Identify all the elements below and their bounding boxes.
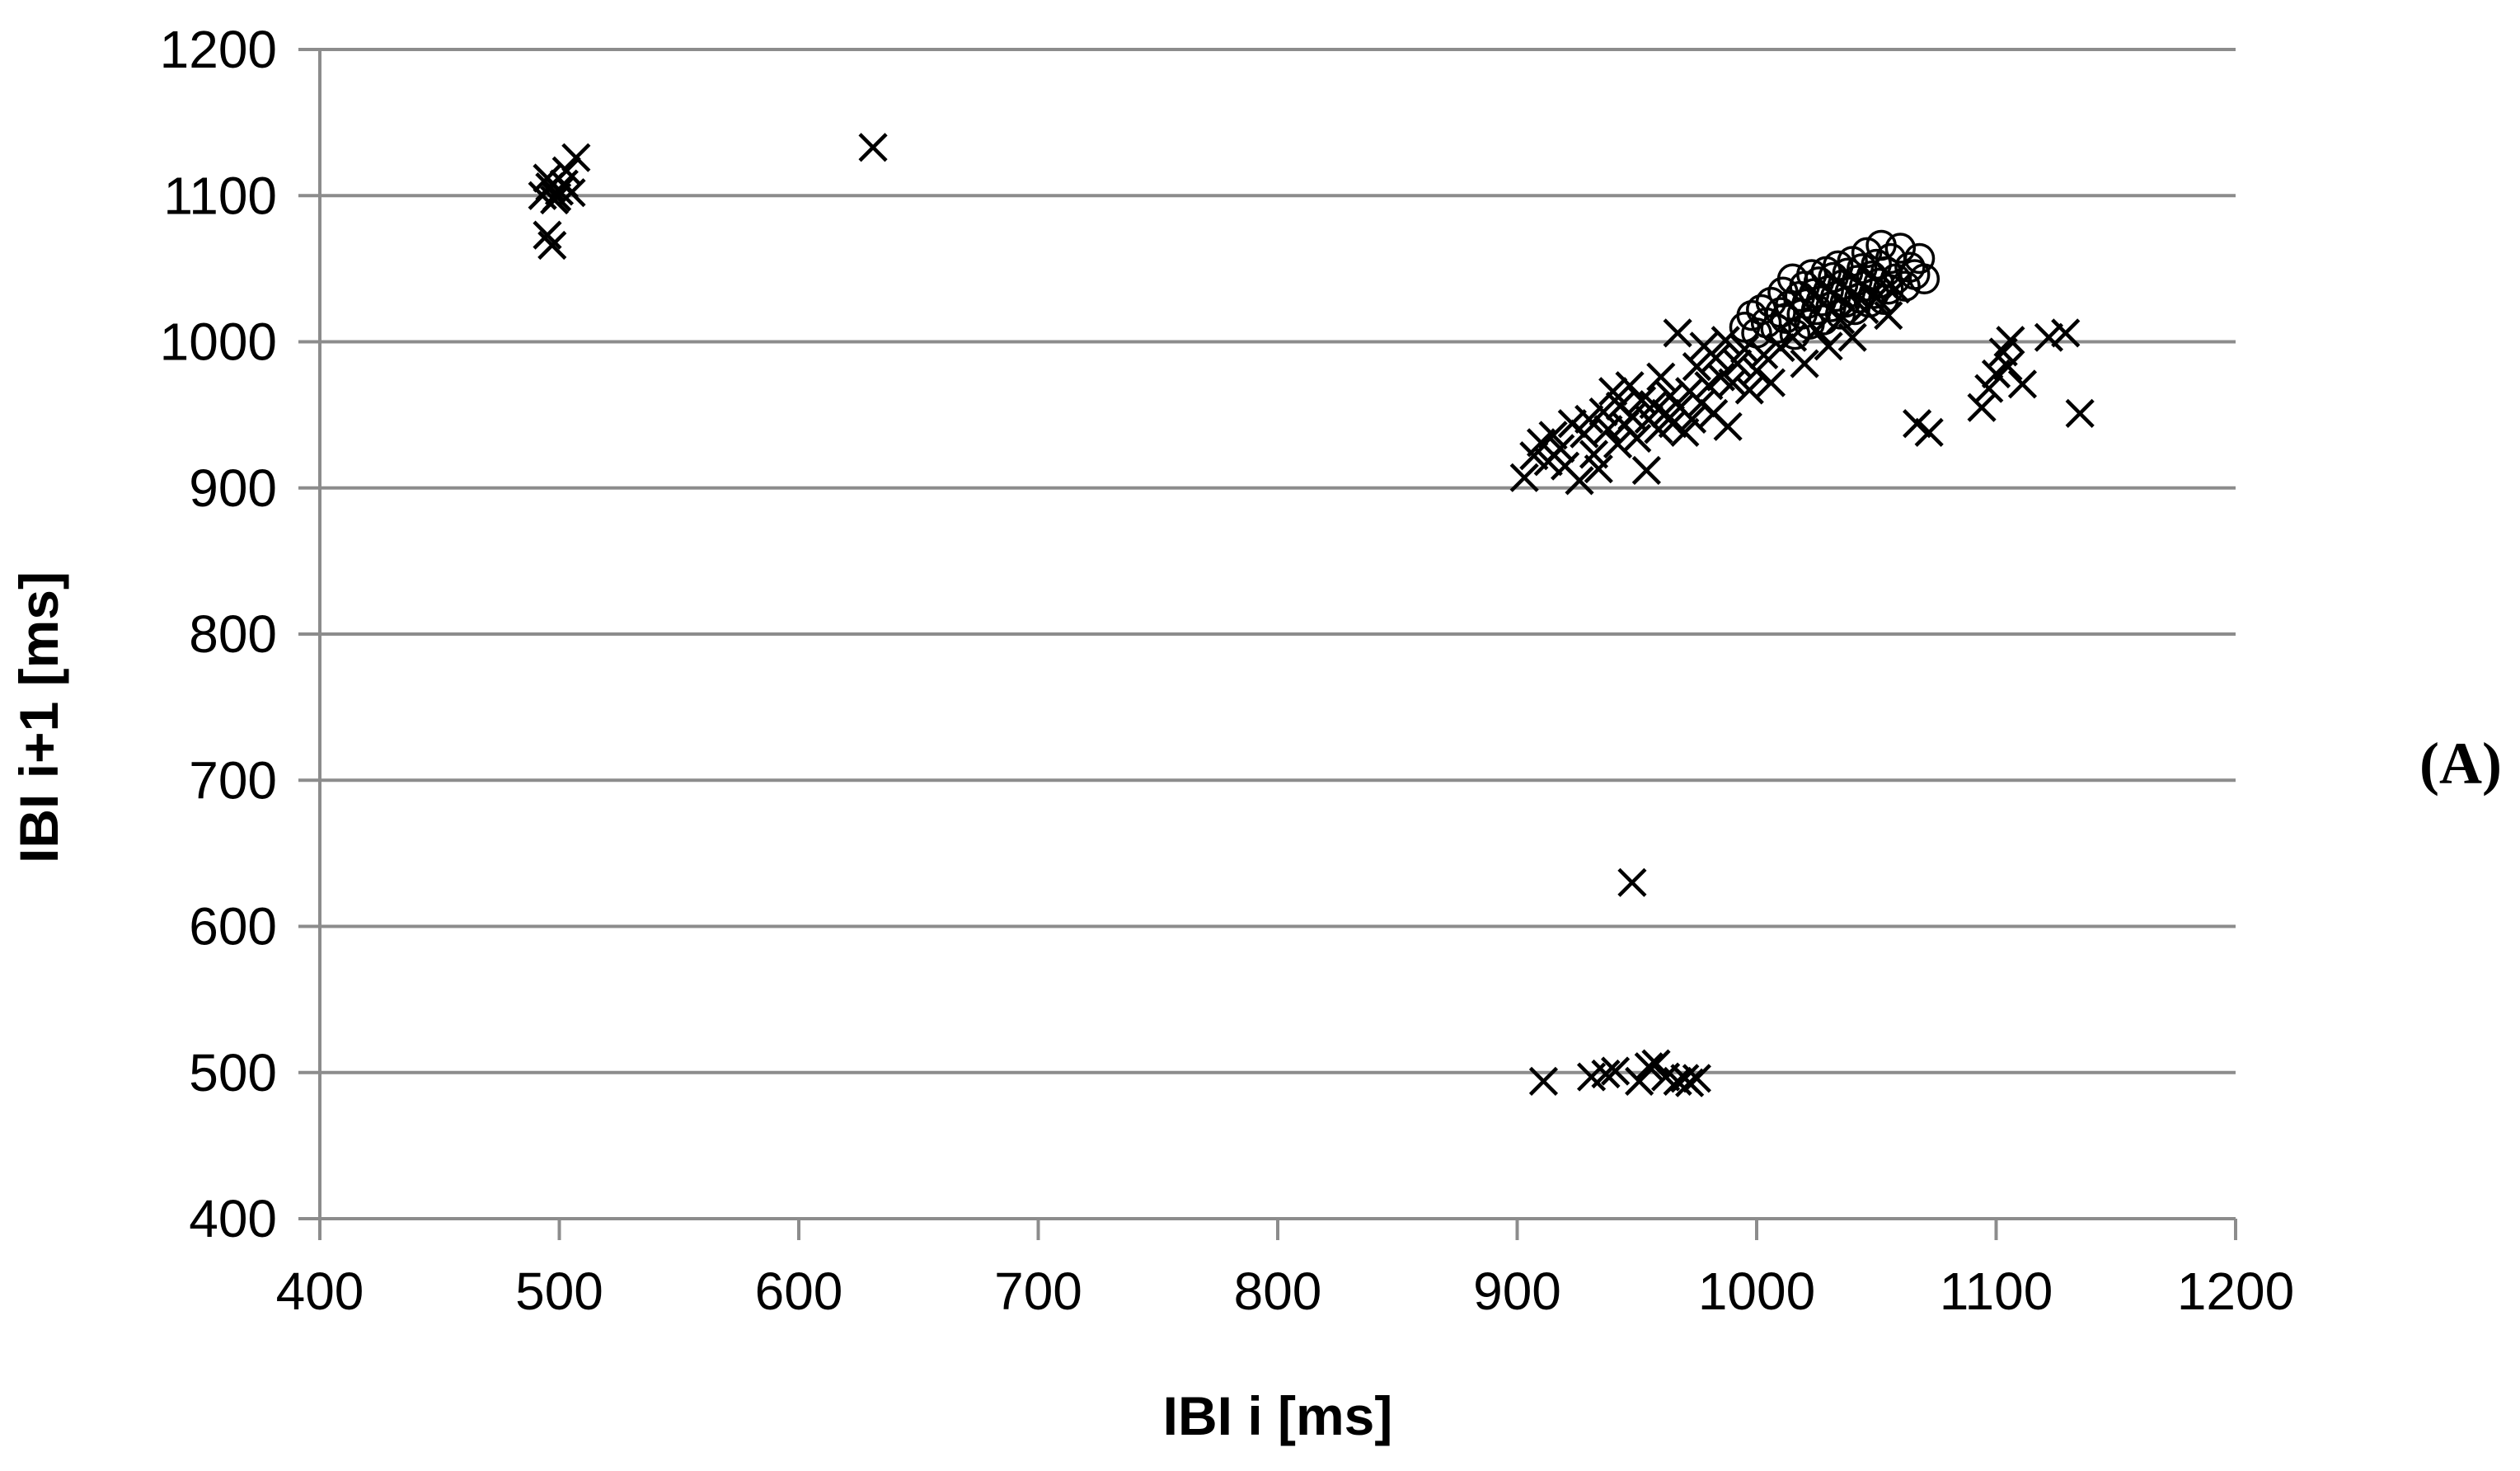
x-tick-label: 500 [515, 1262, 603, 1321]
data-point-cross [1509, 463, 1539, 492]
data-point-cross [1670, 417, 1700, 447]
data-point-cross [1729, 334, 1760, 364]
data-point-cross [1646, 362, 1676, 392]
data-point-cross [1565, 466, 1594, 496]
data-point-cross [1574, 404, 1604, 435]
data-point-cross [1546, 434, 1575, 463]
y-tick-label: 600 [189, 897, 277, 956]
data-points [528, 133, 2095, 1097]
data-point-cross [1974, 374, 2004, 403]
grid-lines [320, 48, 2236, 1074]
data-point-cross [1701, 343, 1731, 373]
data-point-cross [1790, 349, 1819, 378]
data-point-cross [1713, 411, 1743, 441]
data-point-cross [1538, 421, 1568, 450]
data-point-cross [2065, 398, 2095, 428]
data-point-cross [1598, 377, 1628, 407]
data-point-cross [1528, 1066, 1559, 1096]
x-tick-label: 600 [755, 1262, 843, 1321]
x-tick-label: 900 [1473, 1262, 1561, 1321]
x-axis-title: IBI i [ms] [1163, 1385, 1393, 1446]
data-point-cross [1591, 1059, 1621, 1089]
data-point-circle [1861, 248, 1892, 280]
data-point-cross [1658, 409, 1687, 439]
data-point-cross [1675, 1068, 1705, 1097]
data-point-circle [1884, 233, 1917, 264]
x-tick-label: 400 [276, 1262, 364, 1321]
data-point-cross [1631, 455, 1661, 486]
y-tick-label: 1200 [160, 20, 277, 79]
x-tick-label: 700 [994, 1262, 1082, 1321]
data-point-cross [537, 230, 567, 261]
data-point-cross [533, 163, 562, 193]
panel-label: (A) [2419, 731, 2502, 797]
data-point-cross [2051, 318, 2081, 348]
data-point-cross [1601, 1056, 1631, 1086]
data-point-cross [1723, 349, 1753, 378]
data-point-cross [1967, 392, 1997, 422]
x-tick-label: 1200 [2177, 1262, 2294, 1321]
data-point-cross [858, 133, 888, 162]
data-point-cross [2034, 322, 2064, 352]
data-point-cross [551, 156, 581, 186]
data-point-cross [1663, 318, 1692, 348]
data-point-cross [561, 143, 591, 172]
data-point-cross [1584, 454, 1613, 484]
data-point-cross [1617, 867, 1647, 897]
data-point-cross [1742, 356, 1772, 386]
x-tick-labels: 400 500 600 700 800 900 1000 1100 1200 [276, 1262, 2295, 1321]
axes [298, 48, 2237, 1240]
data-point-cross [1734, 375, 1764, 405]
y-tick-label: 400 [189, 1189, 277, 1248]
data-point-circle [1770, 303, 1801, 334]
data-point-cross [1634, 1052, 1664, 1082]
y-tick-label: 900 [189, 458, 277, 518]
x-tick-label: 1100 [1940, 1262, 2053, 1321]
data-point-cross [1622, 423, 1652, 454]
data-point-cross [1615, 371, 1645, 401]
data-point-circle [1851, 237, 1883, 269]
y-tick-label: 1100 [163, 166, 277, 225]
y-tick-label: 500 [189, 1043, 277, 1102]
data-point-circle [1903, 242, 1936, 275]
data-point-cross [533, 220, 562, 250]
data-point-cross [1682, 1064, 1711, 1093]
data-point-cross [1677, 404, 1707, 435]
data-point-cross [1718, 368, 1748, 397]
x-tick-label: 1000 [1698, 1262, 1815, 1321]
data-point-cross [1756, 368, 1786, 397]
data-point-circle [1889, 270, 1921, 302]
data-point-cross [1588, 397, 1618, 427]
data-point-cross [542, 182, 572, 212]
x-tick-label: 800 [1234, 1262, 1322, 1321]
data-point-cross [1682, 352, 1711, 382]
data-point-cross [1914, 417, 1944, 447]
data-point-cross [2007, 369, 2038, 399]
y-tick-label: 700 [189, 750, 277, 810]
data-point-cross [1996, 326, 2025, 355]
data-point-cross [1694, 371, 1724, 401]
y-axis-title: IBI i+1 [ms] [8, 571, 69, 863]
data-point-cross [1903, 409, 1932, 439]
data-point-circle [1760, 313, 1791, 345]
data-point-circle [1908, 263, 1940, 295]
y-tick-label: 1000 [160, 313, 277, 372]
data-point-cross [1711, 326, 1740, 355]
data-point-cross [1603, 429, 1633, 459]
data-point-circle [1873, 273, 1904, 305]
data-point-cross [1993, 352, 2023, 382]
y-tick-label: 800 [189, 604, 277, 664]
data-point-circle [1823, 250, 1854, 282]
data-point-cross [1593, 415, 1623, 444]
y-tick-labels: 400 500 600 700 800 900 1000 1100 1200 [160, 20, 277, 1248]
data-point-cross [1814, 331, 1843, 361]
data-point-cross [1641, 1049, 1671, 1079]
data-point-circle [1741, 317, 1772, 349]
